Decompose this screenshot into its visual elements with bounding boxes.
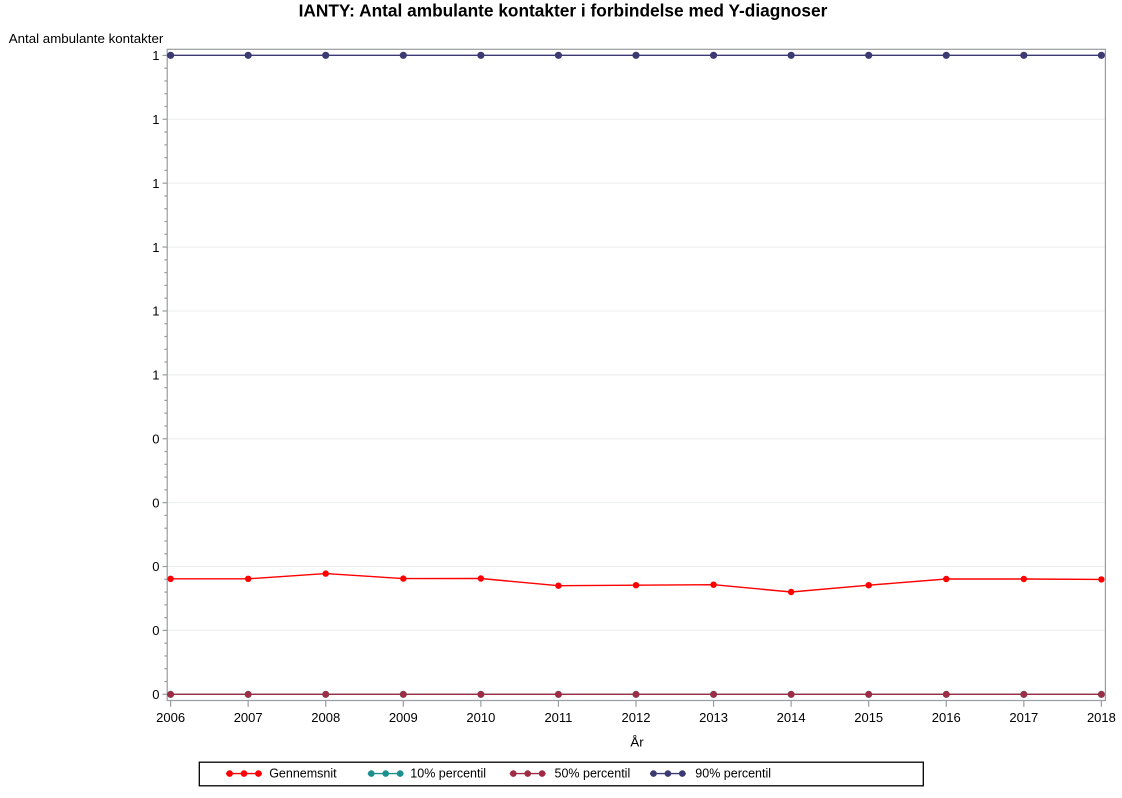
svg-text:0: 0	[152, 687, 159, 702]
svg-text:1: 1	[152, 368, 159, 383]
svg-text:0: 0	[152, 495, 159, 510]
svg-text:2015: 2015	[854, 710, 883, 725]
svg-text:1: 1	[152, 304, 159, 319]
svg-text:90% percentil: 90% percentil	[695, 767, 771, 781]
svg-text:2014: 2014	[777, 710, 806, 725]
svg-text:2013: 2013	[699, 710, 728, 725]
svg-text:1: 1	[152, 240, 159, 255]
svg-text:1: 1	[152, 48, 159, 63]
svg-text:50% percentil: 50% percentil	[555, 767, 631, 781]
svg-text:1: 1	[152, 176, 159, 191]
svg-text:0: 0	[152, 623, 159, 638]
svg-text:2016: 2016	[932, 710, 961, 725]
svg-text:0: 0	[152, 431, 159, 446]
svg-text:Gennemsnit: Gennemsnit	[269, 767, 337, 781]
svg-text:10% percentil: 10% percentil	[410, 767, 486, 781]
svg-text:2006: 2006	[156, 710, 185, 725]
svg-text:År: År	[630, 734, 644, 749]
svg-text:IANTY: Antal ambulante kontakt: IANTY: Antal ambulante kontakter i forbi…	[299, 0, 828, 20]
svg-text:Antal ambulante kontakter: Antal ambulante kontakter	[9, 31, 164, 46]
svg-text:2007: 2007	[234, 710, 263, 725]
svg-text:1: 1	[152, 112, 159, 127]
svg-text:0: 0	[152, 559, 159, 574]
svg-text:2012: 2012	[622, 710, 651, 725]
svg-text:2009: 2009	[389, 710, 418, 725]
svg-text:2018: 2018	[1087, 710, 1116, 725]
svg-text:2010: 2010	[466, 710, 495, 725]
svg-text:2017: 2017	[1009, 710, 1038, 725]
svg-text:2011: 2011	[544, 710, 572, 725]
svg-text:2008: 2008	[311, 710, 340, 725]
